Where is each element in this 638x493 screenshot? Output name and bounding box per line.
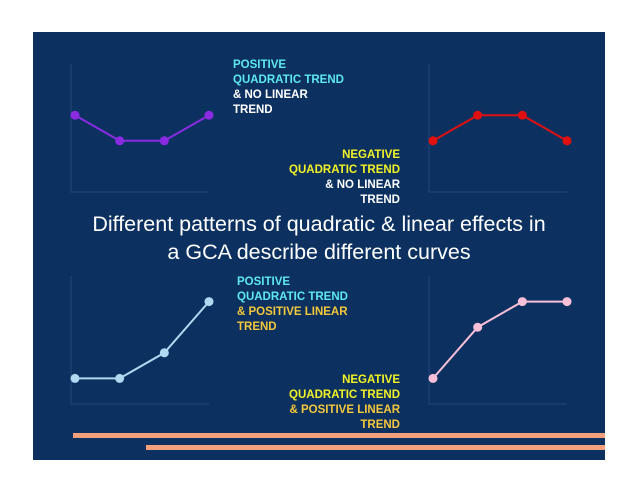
accent-bar-top bbox=[73, 433, 605, 438]
label-line: TREND bbox=[360, 419, 400, 431]
label-line: QUADRATIC TREND bbox=[233, 74, 344, 86]
plot-pos-quad-pos-lin bbox=[70, 276, 214, 405]
plot-neg-quad-pos-lin bbox=[428, 276, 572, 405]
label-line: & POSITIVE LINEAR bbox=[289, 404, 400, 416]
data-point bbox=[517, 110, 527, 120]
label-line: & NO LINEAR bbox=[325, 179, 400, 191]
label-line: TREND bbox=[360, 194, 400, 206]
series-line bbox=[432, 300, 567, 380]
plot-axes bbox=[70, 64, 209, 193]
label-neg-quad-pos-lin: NEGATIVE QUADRATIC TREND & POSITIVE LINE… bbox=[251, 373, 400, 433]
plot-neg-quad-no-lin bbox=[428, 64, 572, 193]
data-point bbox=[562, 136, 572, 146]
series-line bbox=[432, 114, 568, 142]
slide: POSITIVE QUADRATIC TREND & NO LINEAR TRE… bbox=[33, 32, 605, 460]
label-line: NEGATIVE bbox=[342, 374, 400, 386]
series-line bbox=[74, 114, 210, 142]
data-point bbox=[115, 373, 125, 383]
data-point bbox=[159, 136, 169, 146]
data-point bbox=[159, 348, 169, 358]
data-point bbox=[204, 297, 214, 307]
label-pos-quad-pos-lin: POSITIVE QUADRATIC TREND & POSITIVE LINE… bbox=[237, 275, 348, 335]
label-line: POSITIVE bbox=[237, 276, 291, 288]
label-neg-quad-no-lin: NEGATIVE QUADRATIC TREND & NO LINEAR TRE… bbox=[251, 148, 400, 208]
label-line: QUADRATIC TREND bbox=[289, 164, 400, 176]
series-line bbox=[75, 300, 210, 380]
data-point bbox=[70, 110, 80, 120]
data-point bbox=[70, 373, 80, 383]
slide-title: Different patterns of quadratic & linear… bbox=[33, 210, 605, 266]
title-line-1: Different patterns of quadratic & linear… bbox=[92, 212, 546, 236]
label-line: TREND bbox=[237, 321, 277, 333]
label-line: TREND bbox=[233, 104, 273, 116]
label-line: QUADRATIC TREND bbox=[289, 389, 400, 401]
label-pos-quad-no-lin: POSITIVE QUADRATIC TREND & NO LINEAR TRE… bbox=[233, 58, 344, 118]
data-point bbox=[517, 297, 527, 307]
data-point bbox=[562, 297, 572, 307]
plot-axes bbox=[70, 276, 209, 405]
plot-axes bbox=[428, 64, 567, 193]
label-line: & NO LINEAR bbox=[233, 89, 308, 101]
data-point bbox=[428, 136, 438, 146]
label-line: POSITIVE bbox=[233, 59, 287, 71]
accent-bar-bottom bbox=[146, 445, 605, 450]
data-point bbox=[473, 322, 483, 332]
label-line: QUADRATIC TREND bbox=[237, 291, 348, 303]
data-point bbox=[204, 110, 214, 120]
data-point bbox=[115, 136, 125, 146]
label-line: NEGATIVE bbox=[342, 149, 400, 161]
plot-pos-quad-no-lin bbox=[70, 64, 214, 193]
data-point bbox=[473, 110, 483, 120]
title-line-2: a GCA describe different curves bbox=[167, 240, 471, 264]
data-point bbox=[428, 373, 438, 383]
label-line: & POSITIVE LINEAR bbox=[237, 306, 348, 318]
plot-axes bbox=[428, 276, 567, 405]
